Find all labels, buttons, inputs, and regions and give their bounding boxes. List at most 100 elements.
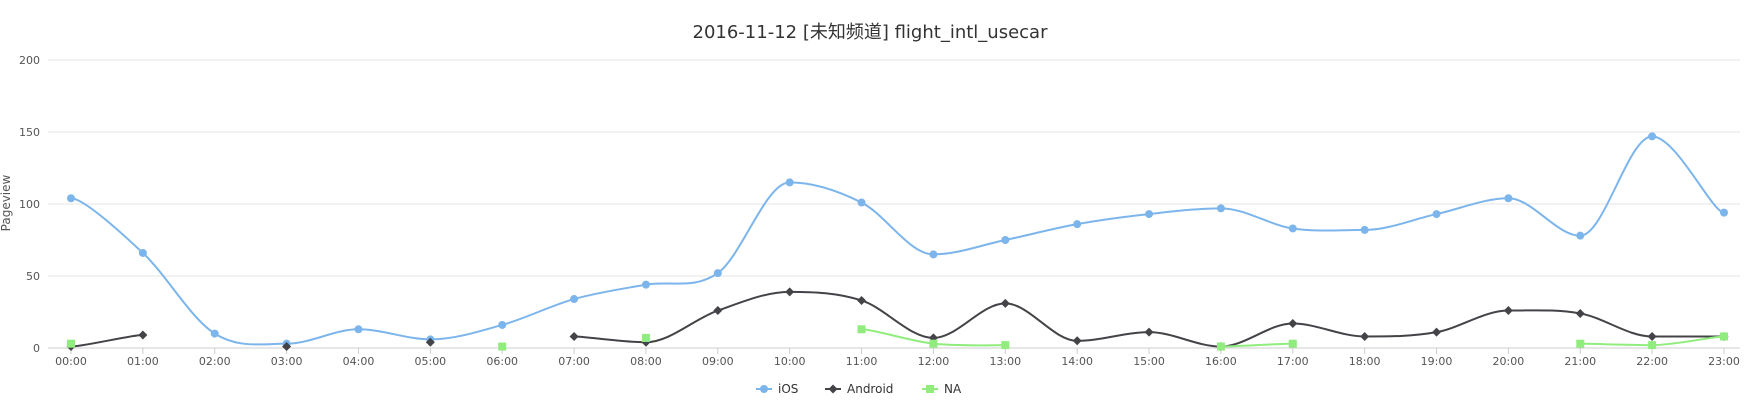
data-point-android[interactable] — [1503, 306, 1513, 316]
x-tick-label: 03:00 — [271, 355, 303, 368]
legend-item-na[interactable]: NA — [922, 382, 962, 396]
data-point-ios[interactable] — [354, 325, 363, 334]
data-point-android[interactable] — [1144, 327, 1154, 337]
legend-label-ios: iOS — [778, 382, 798, 396]
x-tick-label: 20:00 — [1493, 355, 1525, 368]
x-tick-label: 23:00 — [1708, 355, 1740, 368]
data-point-ios[interactable] — [1504, 194, 1513, 203]
data-point-ios[interactable] — [138, 248, 147, 257]
x-tick-label: 16:00 — [1205, 355, 1237, 368]
data-point-android[interactable] — [1360, 331, 1370, 341]
data-point-ios[interactable] — [641, 280, 650, 289]
x-tick-label: 13:00 — [989, 355, 1021, 368]
y-tick-label: 200 — [19, 54, 40, 67]
data-point-ios[interactable] — [1576, 231, 1585, 240]
data-point-android[interactable] — [138, 330, 148, 340]
data-point-ios[interactable] — [1720, 208, 1728, 217]
y-axis-ticks: 0 50 100 150 200 — [19, 54, 40, 355]
y-tick-label: 150 — [19, 126, 40, 139]
legend-marker-na — [926, 385, 934, 393]
x-tick-label: 05:00 — [414, 355, 446, 368]
x-tick-label: 18:00 — [1349, 355, 1381, 368]
x-tick-label: 00:00 — [55, 355, 87, 368]
data-point-android[interactable] — [1288, 319, 1298, 329]
legend-label-android: Android — [847, 382, 893, 396]
data-point-ios[interactable] — [857, 198, 866, 207]
data-point-na[interactable] — [857, 325, 866, 334]
x-tick-label: 22:00 — [1636, 355, 1668, 368]
y-tick-label: 0 — [33, 342, 40, 355]
x-tick-label: 04:00 — [343, 355, 375, 368]
legend[interactable]: iOS Android NA — [756, 382, 962, 396]
x-tick-label: 17:00 — [1277, 355, 1309, 368]
y-axis-label: Pageview — [0, 174, 13, 231]
chart-title: 2016-11-12 [未知频道] flight_intl_usecar — [693, 22, 1049, 43]
data-point-na[interactable] — [641, 333, 650, 342]
data-point-ios[interactable] — [570, 295, 579, 304]
data-point-android[interactable] — [569, 331, 579, 341]
data-point-na[interactable] — [1216, 342, 1225, 351]
y-tick-label: 100 — [19, 198, 40, 211]
data-point-na[interactable] — [1001, 341, 1010, 350]
data-point-ios[interactable] — [785, 178, 794, 187]
x-tick-label: 08:00 — [630, 355, 662, 368]
data-point-na[interactable] — [1288, 339, 1297, 348]
grid-lines — [48, 59, 1740, 349]
x-tick-label: 14:00 — [1061, 355, 1093, 368]
data-point-android[interactable] — [713, 306, 723, 316]
series-line-na — [1220, 342, 1293, 348]
data-point-android[interactable] — [1000, 298, 1010, 308]
y-tick-label: 50 — [26, 270, 40, 283]
series-group — [66, 132, 1729, 352]
x-tick-label: 02:00 — [199, 355, 231, 368]
x-tick-label: 15:00 — [1133, 355, 1165, 368]
data-point-android[interactable] — [857, 295, 867, 305]
data-point-android[interactable] — [282, 342, 292, 352]
data-point-android[interactable] — [425, 337, 435, 347]
series-ios — [67, 132, 1728, 348]
data-point-ios[interactable] — [210, 329, 219, 338]
legend-item-android[interactable]: Android — [825, 382, 893, 396]
data-point-android[interactable] — [785, 287, 795, 297]
data-point-android[interactable] — [1575, 308, 1585, 318]
data-point-ios[interactable] — [713, 269, 722, 278]
data-point-ios[interactable] — [67, 194, 75, 203]
data-point-android[interactable] — [1647, 331, 1657, 341]
series-line-android — [574, 290, 1724, 348]
data-point-ios[interactable] — [1360, 225, 1369, 234]
data-point-ios[interactable] — [929, 250, 938, 259]
data-point-ios[interactable] — [1145, 210, 1154, 219]
legend-marker-ios — [760, 385, 768, 393]
data-point-ios[interactable] — [1432, 210, 1441, 219]
data-point-na[interactable] — [67, 339, 75, 348]
x-tick-label: 12:00 — [918, 355, 950, 368]
data-point-na[interactable] — [929, 339, 938, 348]
x-tick-label: 19:00 — [1421, 355, 1453, 368]
series-na — [67, 325, 1728, 351]
data-point-ios[interactable] — [1216, 204, 1225, 213]
data-point-ios[interactable] — [1648, 132, 1657, 141]
data-point-android[interactable] — [1432, 327, 1442, 337]
legend-label-na: NA — [944, 382, 962, 396]
legend-item-ios[interactable]: iOS — [756, 382, 798, 396]
data-point-ios[interactable] — [498, 320, 507, 329]
data-point-na[interactable] — [1720, 332, 1728, 341]
data-point-ios[interactable] — [1288, 224, 1297, 233]
x-tick-label: 01:00 — [127, 355, 159, 368]
x-tick-label: 06:00 — [486, 355, 518, 368]
x-tick-label: 11:00 — [846, 355, 878, 368]
data-point-na[interactable] — [1576, 339, 1585, 348]
data-point-na[interactable] — [498, 342, 507, 351]
x-tick-label: 10:00 — [774, 355, 806, 368]
data-point-ios[interactable] — [1073, 220, 1082, 229]
data-point-android[interactable] — [1072, 336, 1082, 346]
series-line-android — [70, 334, 143, 348]
x-tick-label: 21:00 — [1564, 355, 1596, 368]
x-axis: 00:00 01:00 02:00 03:00 04:00 05:00 06:00 07:00… — [55, 348, 1740, 368]
x-tick-label: 09:00 — [702, 355, 734, 368]
data-point-na[interactable] — [1648, 341, 1657, 350]
data-point-ios[interactable] — [1001, 236, 1010, 244]
x-tick-label: 07:00 — [558, 355, 590, 368]
